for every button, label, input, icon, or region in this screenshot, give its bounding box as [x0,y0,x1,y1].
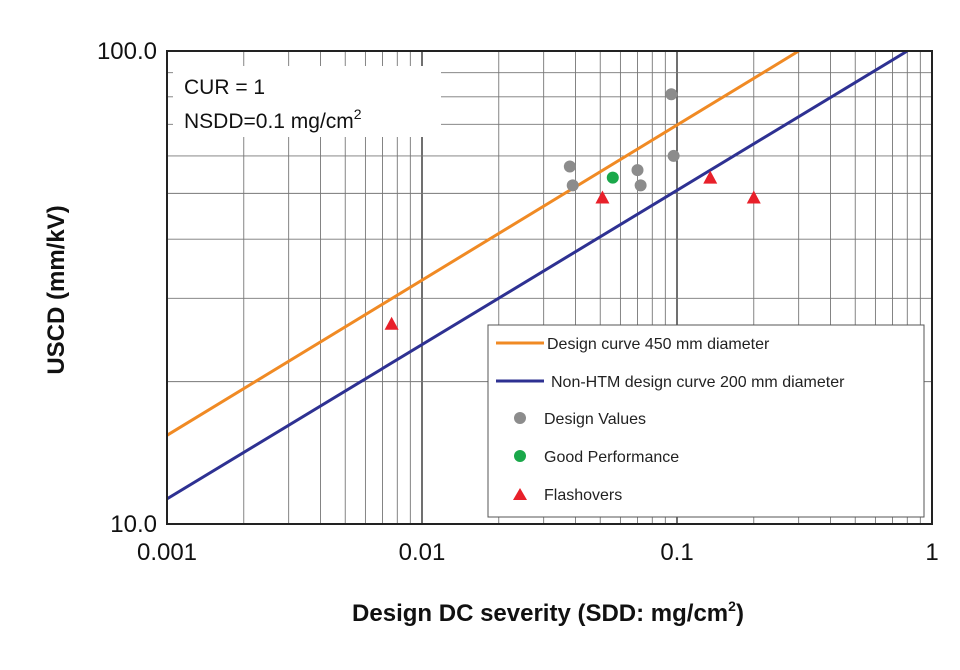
legend-label: Non-HTM design curve 200 mm diameter [551,374,845,391]
annotation-line2: NSDD=0.1 mg/cm2 [184,106,362,133]
annotation-box: CUR = 1 NSDD=0.1 mg/cm2 [173,66,441,137]
data-point-flashover [746,190,761,204]
data-point [631,164,644,177]
data-point [606,171,619,184]
data-point-flashover [595,190,610,204]
legend-swatch-dot [514,412,526,424]
x-tick-label: 0.01 [399,539,446,566]
legend-label: Good Performance [544,449,679,466]
x-tick-label: 1 [925,539,938,566]
x-tick-label: 0.1 [660,539,693,566]
tick-labels: 0.001 0.01 0.1 1 10.0 100.0 [97,38,939,566]
x-axis-title: Design DC severity (SDD: mg/cm2) [352,598,744,627]
y-tick-label: 10.0 [110,511,157,538]
y-axis-title: USCD (mm/kV) [43,205,70,374]
series-line [167,51,909,501]
data-point [667,149,680,162]
y-tick-label: 100.0 [97,38,157,65]
legend-box [487,324,925,518]
data-point-flashover [703,170,718,184]
legend-label: Flashovers [544,487,622,504]
data-point [566,179,579,192]
series-lines [167,51,909,501]
series-line [167,51,800,437]
legend-label: Design curve 450 mm diameter [547,336,770,353]
legend: Design curve 450 mm diameter Non-HTM desi… [487,324,925,518]
legend-swatch-triangle [513,488,527,500]
legend-swatch-dot [514,450,526,462]
plot-frame [166,50,933,525]
data-points [384,88,761,330]
annotation-line1: CUR = 1 [184,76,265,99]
data-point-flashover [384,316,399,330]
data-point [563,160,576,173]
legend-label: Design Values [544,411,646,428]
data-point [634,179,647,192]
data-point [665,88,678,101]
x-tick-label: 0.001 [137,539,197,566]
